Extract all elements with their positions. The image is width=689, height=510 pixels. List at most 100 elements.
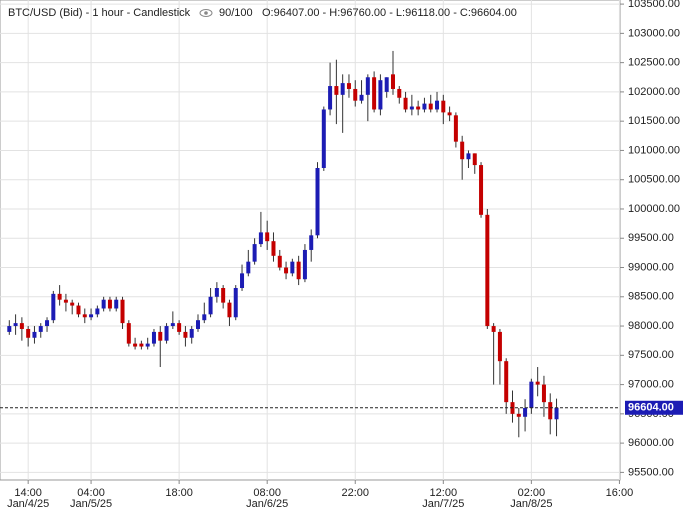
- candle-body: [258, 232, 263, 245]
- x-tick-label: 02:00: [518, 487, 546, 499]
- candle-body: [422, 103, 427, 110]
- candle-body: [214, 288, 219, 297]
- candle-body: [504, 361, 509, 403]
- x-date-label: Jan/4/25: [7, 498, 49, 510]
- x-tick-label: 16:00: [606, 487, 634, 499]
- chart-title: BTC/USD (Bid) - 1 hour - Candlestick: [8, 7, 191, 19]
- candle-body: [485, 214, 490, 327]
- candle-body: [523, 408, 528, 417]
- candle-body: [51, 293, 56, 321]
- candle-body: [252, 244, 257, 262]
- candle-body: [409, 106, 414, 110]
- y-tick-label: 102500.00: [628, 57, 680, 69]
- candle-body: [158, 331, 163, 341]
- x-date-label: Jan/8/25: [510, 498, 552, 510]
- y-tick-label: 103000.00: [628, 27, 680, 39]
- candle-body: [63, 299, 68, 303]
- candle-body: [428, 103, 433, 110]
- candle-body: [170, 323, 175, 327]
- candle-body: [384, 77, 389, 92]
- candle-body: [89, 314, 94, 318]
- candle-body: [340, 83, 345, 95]
- candle-body: [466, 153, 471, 160]
- y-tick-label: 97000.00: [628, 378, 674, 390]
- candle-body: [107, 299, 112, 309]
- x-tick-label: 22:00: [341, 487, 369, 499]
- candle-body: [548, 402, 553, 420]
- candle-body: [277, 255, 282, 268]
- candle-body: [189, 328, 194, 338]
- candle-body: [479, 165, 484, 215]
- candle-body: [353, 88, 358, 101]
- candle-body: [70, 302, 75, 306]
- x-tick-label: 14:00: [14, 487, 42, 499]
- candle-body: [120, 299, 125, 324]
- candle-body: [208, 296, 213, 315]
- candle-body: [240, 273, 245, 288]
- candle-body: [535, 381, 540, 385]
- candle-body: [284, 267, 289, 274]
- last-price-box: [625, 400, 683, 415]
- candle-body: [227, 302, 232, 318]
- x-tick-label: 04:00: [77, 487, 105, 499]
- candle-body: [57, 293, 62, 300]
- candle-body: [403, 97, 408, 110]
- candle-body: [151, 331, 156, 344]
- candle-body: [233, 288, 238, 318]
- candle-body: [378, 80, 383, 110]
- candle-body: [309, 235, 314, 250]
- last-price-label: 96604.00: [628, 402, 674, 414]
- candle-body: [472, 153, 477, 166]
- candle-body: [497, 331, 502, 362]
- candle-body: [202, 314, 207, 321]
- y-tick-label: 101000.00: [628, 144, 680, 156]
- x-date-label: Jan/6/25: [246, 498, 288, 510]
- candle-body: [516, 413, 521, 417]
- y-tick-label: 100500.00: [628, 174, 680, 186]
- candle-body: [435, 100, 440, 110]
- candle-body: [346, 83, 351, 89]
- candle-body: [416, 106, 421, 110]
- candle-body: [164, 326, 169, 341]
- y-tick-label: 99500.00: [628, 232, 674, 244]
- y-tick-label: 100000.00: [628, 203, 680, 215]
- candle-body: [13, 323, 18, 327]
- candle-body: [145, 343, 150, 347]
- y-tick-label: 98500.00: [628, 291, 674, 303]
- x-tick-label: 18:00: [165, 487, 193, 499]
- candle-body: [529, 381, 534, 408]
- candle-body: [82, 314, 87, 318]
- candle-body: [397, 88, 402, 98]
- candle-body: [38, 326, 43, 332]
- x-tick-label: 12:00: [430, 487, 458, 499]
- candle-body: [290, 261, 295, 274]
- candle-body: [26, 328, 31, 338]
- counter: 90/100: [219, 7, 253, 19]
- candle-body: [359, 94, 364, 101]
- candle-body: [315, 168, 320, 236]
- candle-body: [321, 109, 326, 168]
- y-tick-label: 101500.00: [628, 115, 680, 127]
- y-tick-label: 95500.00: [628, 466, 674, 478]
- y-tick-label: 96000.00: [628, 437, 674, 449]
- y-tick-label: 103500.00: [628, 0, 680, 10]
- y-tick-label: 102000.00: [628, 86, 680, 98]
- candle-body: [19, 323, 24, 329]
- candle-body: [114, 299, 119, 309]
- ohlc-text: O:96407.00 - H:96760.00 - L:96118.00 - C…: [262, 7, 517, 19]
- y-tick-label: 97500.00: [628, 349, 674, 361]
- candle-body: [32, 331, 37, 338]
- candle-body: [177, 323, 182, 332]
- candle-body: [221, 288, 226, 303]
- candle-body: [390, 74, 395, 89]
- candle-body: [334, 86, 339, 95]
- candle-body: [296, 261, 301, 280]
- candle-body: [453, 115, 458, 142]
- candle-body: [45, 320, 50, 327]
- x-tick-label: 08:00: [253, 487, 281, 499]
- candle-body: [441, 100, 446, 113]
- candle-body: [372, 77, 377, 110]
- y-tick-label: 98000.00: [628, 320, 674, 332]
- candle-body: [302, 249, 307, 280]
